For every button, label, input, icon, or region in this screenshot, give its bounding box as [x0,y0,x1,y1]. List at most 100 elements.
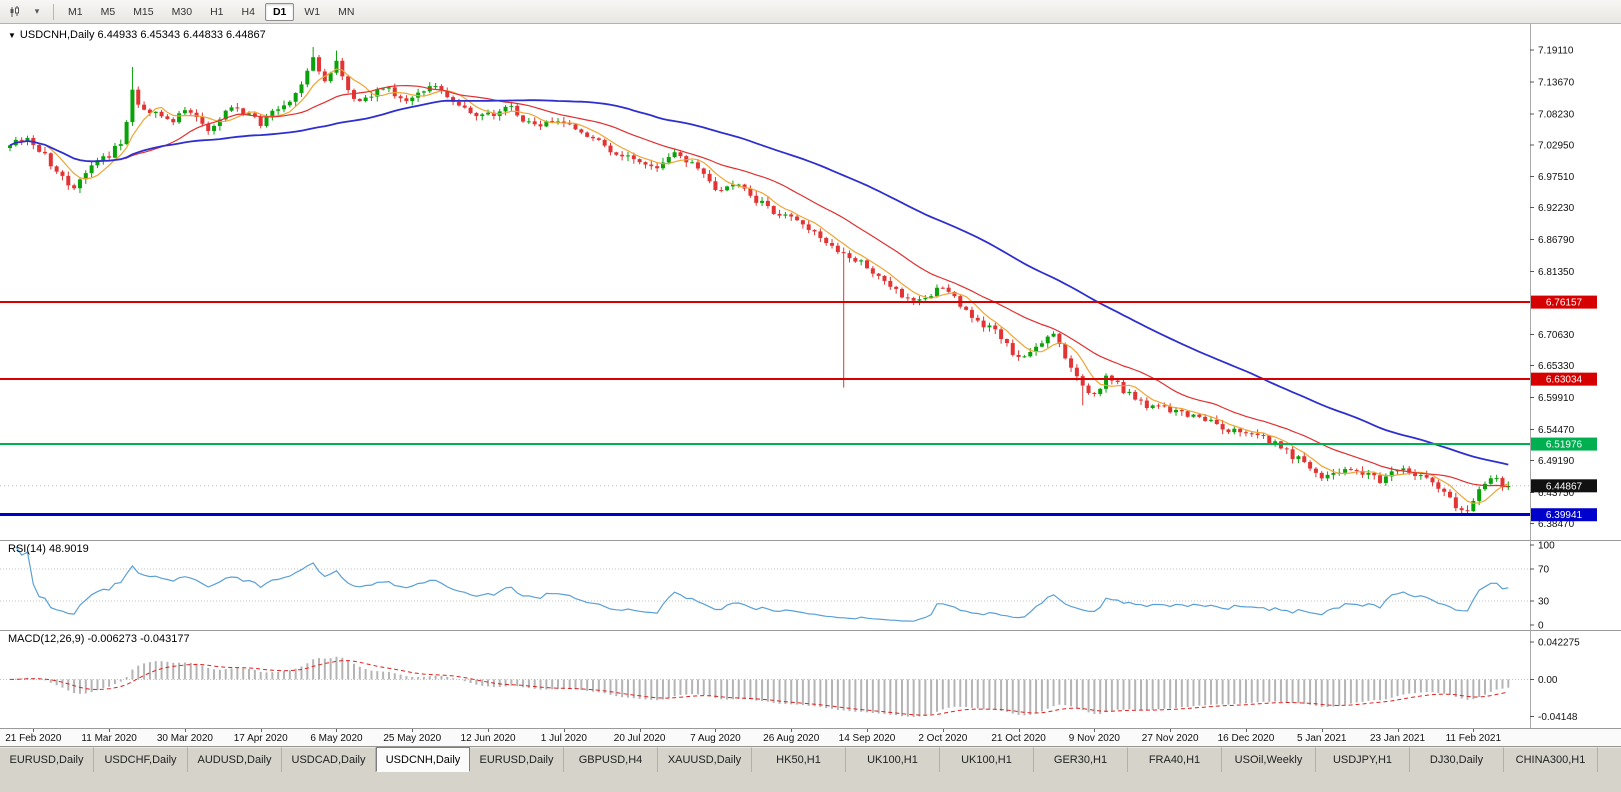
rsi-label: RSI(14) 48.9019 [8,543,89,555]
current-price-badge [1531,479,1597,493]
price-chart-canvas[interactable]: 7.19110 7.13670 7.08230 7.02950 6.97510 6.922… [0,24,1621,540]
date-tick [563,729,565,732]
date-tick [791,729,793,732]
date-label: 26 Aug 2020 [763,733,820,744]
timeframe-button-h1[interactable]: H1 [210,5,224,18]
price-axis-tick: 6.81350 [1538,267,1575,278]
chart-tab-dj30-daily[interactable]: DJ30,Daily [1410,747,1504,772]
chart-dropdown-caret-icon[interactable]: ▾ [34,6,40,16]
price-axis-tick: 6.97510 [1538,172,1575,183]
chart-tab-eurusd-daily[interactable]: EURUSD,Daily [0,747,94,772]
date-tick [1321,729,1323,732]
timeframe-button-m30[interactable]: M30 [171,5,193,18]
chart-tab-usoil-weekly[interactable]: USOil,Weekly [1222,747,1316,772]
macd-panel-canvas[interactable]: 0.042275 0.00 -0.04148 [0,630,1621,728]
svg-text:6.51976: 6.51976 [1546,440,1583,451]
price-axis-tick: 6.86790 [1538,235,1575,246]
date-label: 17 Apr 2020 [233,733,288,744]
svg-text:6.44867: 6.44867 [1546,481,1583,492]
svg-text:6.39941: 6.39941 [1546,510,1583,521]
timeframe-toolbar: ▾ M1 M5 M15 M30 H1 H4 D1 W1 MN [0,0,1621,24]
date-label: 27 Nov 2020 [1141,733,1199,744]
chart-tab-usdchf-daily[interactable]: USDCHF,Daily [94,747,188,772]
date-tick [1018,729,1020,732]
rsi-axis-tick: 100 [1538,541,1555,552]
chart-tab-uk100-h1[interactable]: UK100,H1 [940,747,1034,772]
candlestick-chart-icon[interactable] [4,1,26,22]
rsi-line [15,546,1509,622]
date-label: 7 Aug 2020 [690,733,741,744]
rsi-axis-tick: 0 [1538,621,1544,631]
date-label: 20 Jul 2020 [613,733,666,744]
date-label: 16 Dec 2020 [1217,733,1275,744]
price-axis-tick: 6.43750 [1538,488,1575,499]
rsi-axis-tick: 70 [1538,565,1550,576]
timeframe-button-mn[interactable]: MN [338,5,355,18]
price-axis-tick: 6.49190 [1538,456,1575,467]
chart-tab-eurusd-daily[interactable]: EURUSD,Daily [470,747,564,772]
price-axis-tick: 7.08230 [1538,109,1575,120]
support-line-green-badge [1531,437,1597,451]
bottom-tabbar: EURUSD,Daily USDCHF,Daily AUDUSD,Daily USDC… [0,746,1621,772]
date-tick [942,729,944,732]
price-axis-tick: 6.92230 [1538,203,1575,214]
resistance-line-upper-badge [1531,295,1597,309]
macd-axis-tick: 0.042275 [1538,637,1580,648]
date-label: 9 Nov 2020 [1068,733,1120,744]
symbol-ohlc-text: USDCNH,Daily 6.44933 6.45343 6.44833 6.4… [19,29,266,41]
chart-tab-xauusd-daily[interactable]: XAUUSD,Daily [658,747,752,772]
chart-tab-usdjpy-h1[interactable]: USDJPY,H1 [1316,747,1410,772]
date-label: 1 Jul 2020 [540,733,587,744]
date-label: 2 Oct 2020 [918,733,968,744]
candlesticks [8,47,1511,516]
ma-fast-orange-line [9,68,1509,504]
date-tick [109,729,111,732]
macd-histogram [14,656,1510,717]
chart-tab-hk50-h1[interactable]: HK50,H1 [752,747,846,772]
chart-tab-usdcad-daily[interactable]: USDCAD,Daily [282,747,376,772]
timeframe-buttons: M1 M5 M15 M30 H1 H4 D1 W1 MN [59,2,363,21]
date-label: 14 Sep 2020 [838,733,896,744]
macd-axis-tick: -0.04148 [1538,712,1578,723]
date-tick [715,729,717,732]
date-label: 11 Mar 2020 [81,733,137,744]
date-tick [1094,729,1096,732]
timeframe-button-d1[interactable]: D1 [264,2,295,21]
chart-tab-ger30-h1[interactable]: GER30,H1 [1034,747,1128,772]
macd-label: MACD(12,26,9) -0.006273 -0.043177 [8,633,190,645]
window-bottom-filler [0,772,1621,792]
chart-tab-usdcnh-daily-active[interactable]: USDCNH,Daily [376,747,470,772]
chart-tab-u[interactable]: U [1598,747,1621,772]
price-axis-tick: 6.38470 [1538,519,1575,530]
timeframe-button-m1[interactable]: M1 [68,5,83,18]
date-tick [1397,729,1399,732]
date-tick [184,729,186,732]
timeframe-button-m5[interactable]: M5 [100,5,116,18]
timeframe-button-m15[interactable]: M15 [133,5,154,18]
chart-tab-gbpusd-h4[interactable]: GBPUSD,H4 [564,747,658,772]
date-tick [639,729,641,732]
svg-text:6.63034: 6.63034 [1546,375,1583,386]
chart-tab-uk100-h1[interactable]: UK100,H1 [846,747,940,772]
date-tick [1245,729,1247,732]
chart-tab-fra40-h1[interactable]: FRA40,H1 [1128,747,1222,772]
date-tick [260,729,262,732]
date-label: 5 Jan 2021 [1297,733,1347,744]
date-label: 12 Jun 2020 [460,733,516,744]
price-axis-tick: 7.02950 [1538,140,1575,151]
chart-tab-china300-h1[interactable]: CHINA300,H1 [1504,747,1598,772]
timeframe-button-h4[interactable]: H4 [241,5,255,18]
price-axis-tick: 6.65330 [1538,361,1575,372]
rsi-panel-canvas[interactable]: 100 70 30 0 [0,540,1621,630]
collapse-chart-icon[interactable]: ▼ [8,31,16,40]
symbol-ohlc-header: ▼ USDCNH,Daily 6.44933 6.45343 6.44833 6.… [8,29,266,41]
rsi-axis-tick: 30 [1538,597,1550,608]
date-axis[interactable]: 21 Feb 2020 11 Mar 2020 30 Mar 2020 17 Apr … [0,728,1621,746]
timeframe-button-w1[interactable]: W1 [304,5,321,18]
chart-tab-audusd-daily[interactable]: AUDUSD,Daily [188,747,282,772]
price-axis-tick: 6.59910 [1538,393,1575,404]
date-tick [412,729,414,732]
date-tick [488,729,490,732]
price-axis-tick: 7.13670 [1538,77,1575,88]
